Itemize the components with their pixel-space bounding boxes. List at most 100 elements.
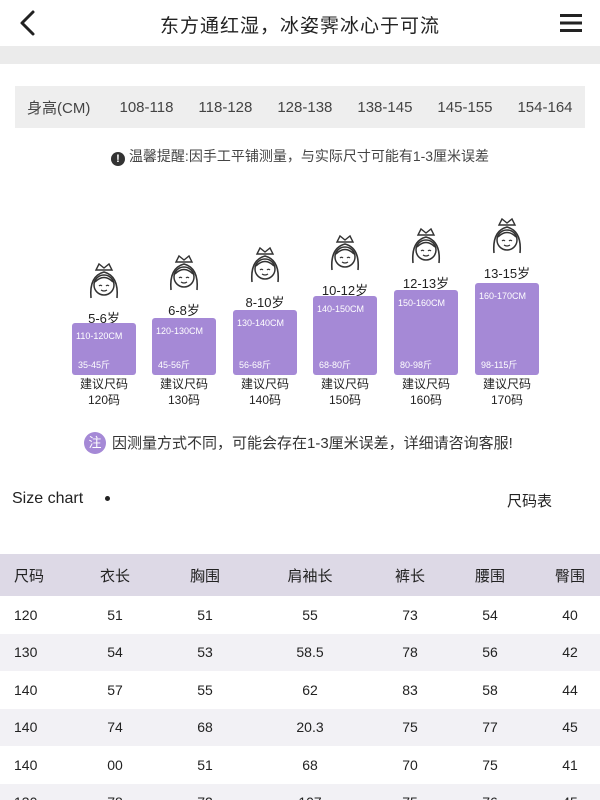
table-cell: 51 bbox=[197, 606, 213, 623]
girl-face-icon bbox=[472, 217, 542, 262]
height-range-row: 身高(CM) 108-118 118-128 128-138 138-145 1… bbox=[15, 86, 585, 128]
table-header-cell: 尺码 bbox=[14, 567, 45, 585]
age-range: 6-8岁 bbox=[168, 303, 200, 318]
table-cell: 68 bbox=[197, 719, 213, 736]
table-header-cell: 腰围 bbox=[474, 567, 505, 585]
table-cell: 55 bbox=[302, 606, 318, 623]
height-value: 154-164 bbox=[517, 98, 573, 116]
table-cell: 45 bbox=[540, 794, 600, 800]
note-text: 因测量方式不同，可能会存在1-3厘米误差，详细请咨询客服! bbox=[112, 435, 513, 452]
recommendation: 建议尺码 120码 bbox=[72, 376, 136, 408]
height-range: 150-160CM bbox=[398, 298, 446, 308]
table-cell: 56 bbox=[482, 644, 498, 661]
table-cell: 51 bbox=[107, 606, 123, 623]
table-cell: 73 bbox=[402, 606, 418, 623]
table-cell: 75 bbox=[482, 756, 498, 773]
age-range: 12-13岁 bbox=[402, 276, 450, 291]
table-cell: 140 bbox=[14, 719, 38, 736]
height-range: 140-150CM bbox=[317, 304, 365, 314]
notice-text: 温馨提醒:因手工平铺测量，与实际尺寸可能有1-3厘米误差 bbox=[128, 148, 490, 164]
table-header-cell: 胸围 bbox=[189, 567, 220, 585]
recommend-size: 150码 bbox=[328, 393, 362, 407]
back-arrow-icon[interactable] bbox=[14, 8, 44, 38]
table-header-cell: 衣长 bbox=[99, 567, 130, 585]
table-cell: 107 bbox=[240, 794, 380, 800]
table-cell: 74 bbox=[107, 719, 123, 736]
size-range-box: 120-130CM 45-56斤 bbox=[152, 318, 216, 375]
size-chart-label-cn: 尺码表 bbox=[506, 493, 552, 510]
table-cell: 75 bbox=[380, 794, 440, 800]
table-cell: 62 bbox=[302, 681, 318, 698]
table-body: 120 51 51 55 73 54 40 130 54 53 58.5 78 56 42 140 57 55 6… bbox=[0, 596, 600, 800]
table-cell: 40 bbox=[562, 606, 578, 623]
age-range: 13-15岁 bbox=[483, 266, 531, 281]
table-cell: 55 bbox=[197, 681, 213, 698]
age-range: 5-6岁 bbox=[88, 311, 120, 326]
weight-range: 35-45斤 bbox=[78, 360, 111, 370]
recommend-label: 建议尺码 bbox=[401, 377, 450, 391]
height-range: 160-170CM bbox=[479, 291, 527, 301]
size-card: 6-8岁 bbox=[149, 254, 219, 319]
recommend-label: 建议尺码 bbox=[159, 377, 208, 391]
recommendation: 建议尺码 130码 bbox=[152, 376, 216, 408]
height-range: 110-120CM bbox=[76, 331, 123, 341]
table-header-cell: 臀围 bbox=[554, 567, 585, 585]
height-value: 128-138 bbox=[277, 98, 333, 116]
table-row: 130 54 53 58.5 78 56 42 bbox=[0, 633, 600, 671]
table-header-row: 尺码 衣长 胸围 肩袖长 裤长 腰围 臀围 bbox=[0, 554, 600, 596]
table-cell: 78 bbox=[402, 644, 418, 661]
girl-face-icon bbox=[149, 254, 219, 299]
table-cell: 54 bbox=[482, 606, 498, 623]
weight-range: 98-115斤 bbox=[481, 360, 518, 370]
size-card: 5-6岁 bbox=[69, 262, 139, 327]
table-cell: 51 bbox=[197, 756, 213, 773]
recommendation: 建议尺码 170码 bbox=[475, 376, 539, 408]
note-badge: 注 bbox=[84, 432, 106, 454]
table-cell: 77 bbox=[482, 719, 498, 736]
bullet-dot bbox=[105, 496, 110, 501]
girl-face-icon bbox=[310, 234, 380, 279]
recommend-label: 建议尺码 bbox=[482, 377, 531, 391]
recommendation: 建议尺码 160码 bbox=[394, 376, 458, 408]
height-label: 身高(CM) bbox=[27, 99, 91, 117]
table-cell: 78 bbox=[60, 794, 170, 800]
recommend-size: 120码 bbox=[87, 393, 121, 407]
size-card: 10-12岁 bbox=[310, 234, 380, 299]
table-cell: 70 bbox=[402, 756, 418, 773]
size-card: 12-13岁 bbox=[391, 227, 461, 292]
table-row: 120 51 51 55 73 54 40 bbox=[0, 596, 600, 634]
divider-band bbox=[0, 46, 600, 64]
recommend-label: 建议尺码 bbox=[79, 377, 128, 391]
table-cell: 57 bbox=[107, 681, 123, 698]
recommend-label: 建议尺码 bbox=[240, 377, 289, 391]
table-cell: 68 bbox=[302, 756, 318, 773]
size-card: 13-15岁 bbox=[472, 217, 542, 282]
girl-face-icon bbox=[69, 262, 139, 307]
table-cell: 140 bbox=[14, 681, 38, 698]
table-cell: 41 bbox=[562, 756, 578, 773]
measurement-note: 注因测量方式不同，可能会存在1-3厘米误差，详细请咨询客服! bbox=[84, 432, 513, 454]
height-value: 118-128 bbox=[198, 98, 253, 116]
menu-icon[interactable] bbox=[558, 11, 584, 35]
recommend-size: 130码 bbox=[167, 393, 201, 407]
age-range: 8-10岁 bbox=[245, 295, 285, 310]
height-range: 120-130CM bbox=[156, 326, 204, 336]
age-range: 10-12岁 bbox=[321, 283, 369, 298]
size-range-box: 140-150CM 68-80斤 bbox=[313, 296, 377, 375]
height-value: 138-145 bbox=[357, 98, 413, 116]
table-row: 140 57 55 62 83 58 44 bbox=[0, 671, 600, 709]
recommendation: 建议尺码 140码 bbox=[233, 376, 297, 408]
weight-range: 68-80斤 bbox=[319, 360, 352, 370]
table-header-cell: 裤长 bbox=[394, 567, 425, 585]
table-cell: 58 bbox=[482, 681, 498, 698]
measurement-notice: ! 温馨提醒:因手工平铺测量，与实际尺寸可能有1-3厘米误差 bbox=[0, 146, 600, 166]
table-row: 140 00 51 68 70 75 41 bbox=[0, 746, 600, 784]
table-cell: 44 bbox=[562, 681, 578, 698]
table-row: 1307872107757645 bbox=[0, 783, 600, 800]
girl-face-icon bbox=[391, 227, 461, 272]
size-range-box: 150-160CM 80-98斤 bbox=[394, 290, 458, 375]
table-cell: 54 bbox=[107, 644, 123, 661]
height-range: 130-140CM bbox=[237, 318, 285, 328]
info-icon: ! bbox=[110, 152, 125, 166]
table-cell: 53 bbox=[197, 644, 213, 661]
